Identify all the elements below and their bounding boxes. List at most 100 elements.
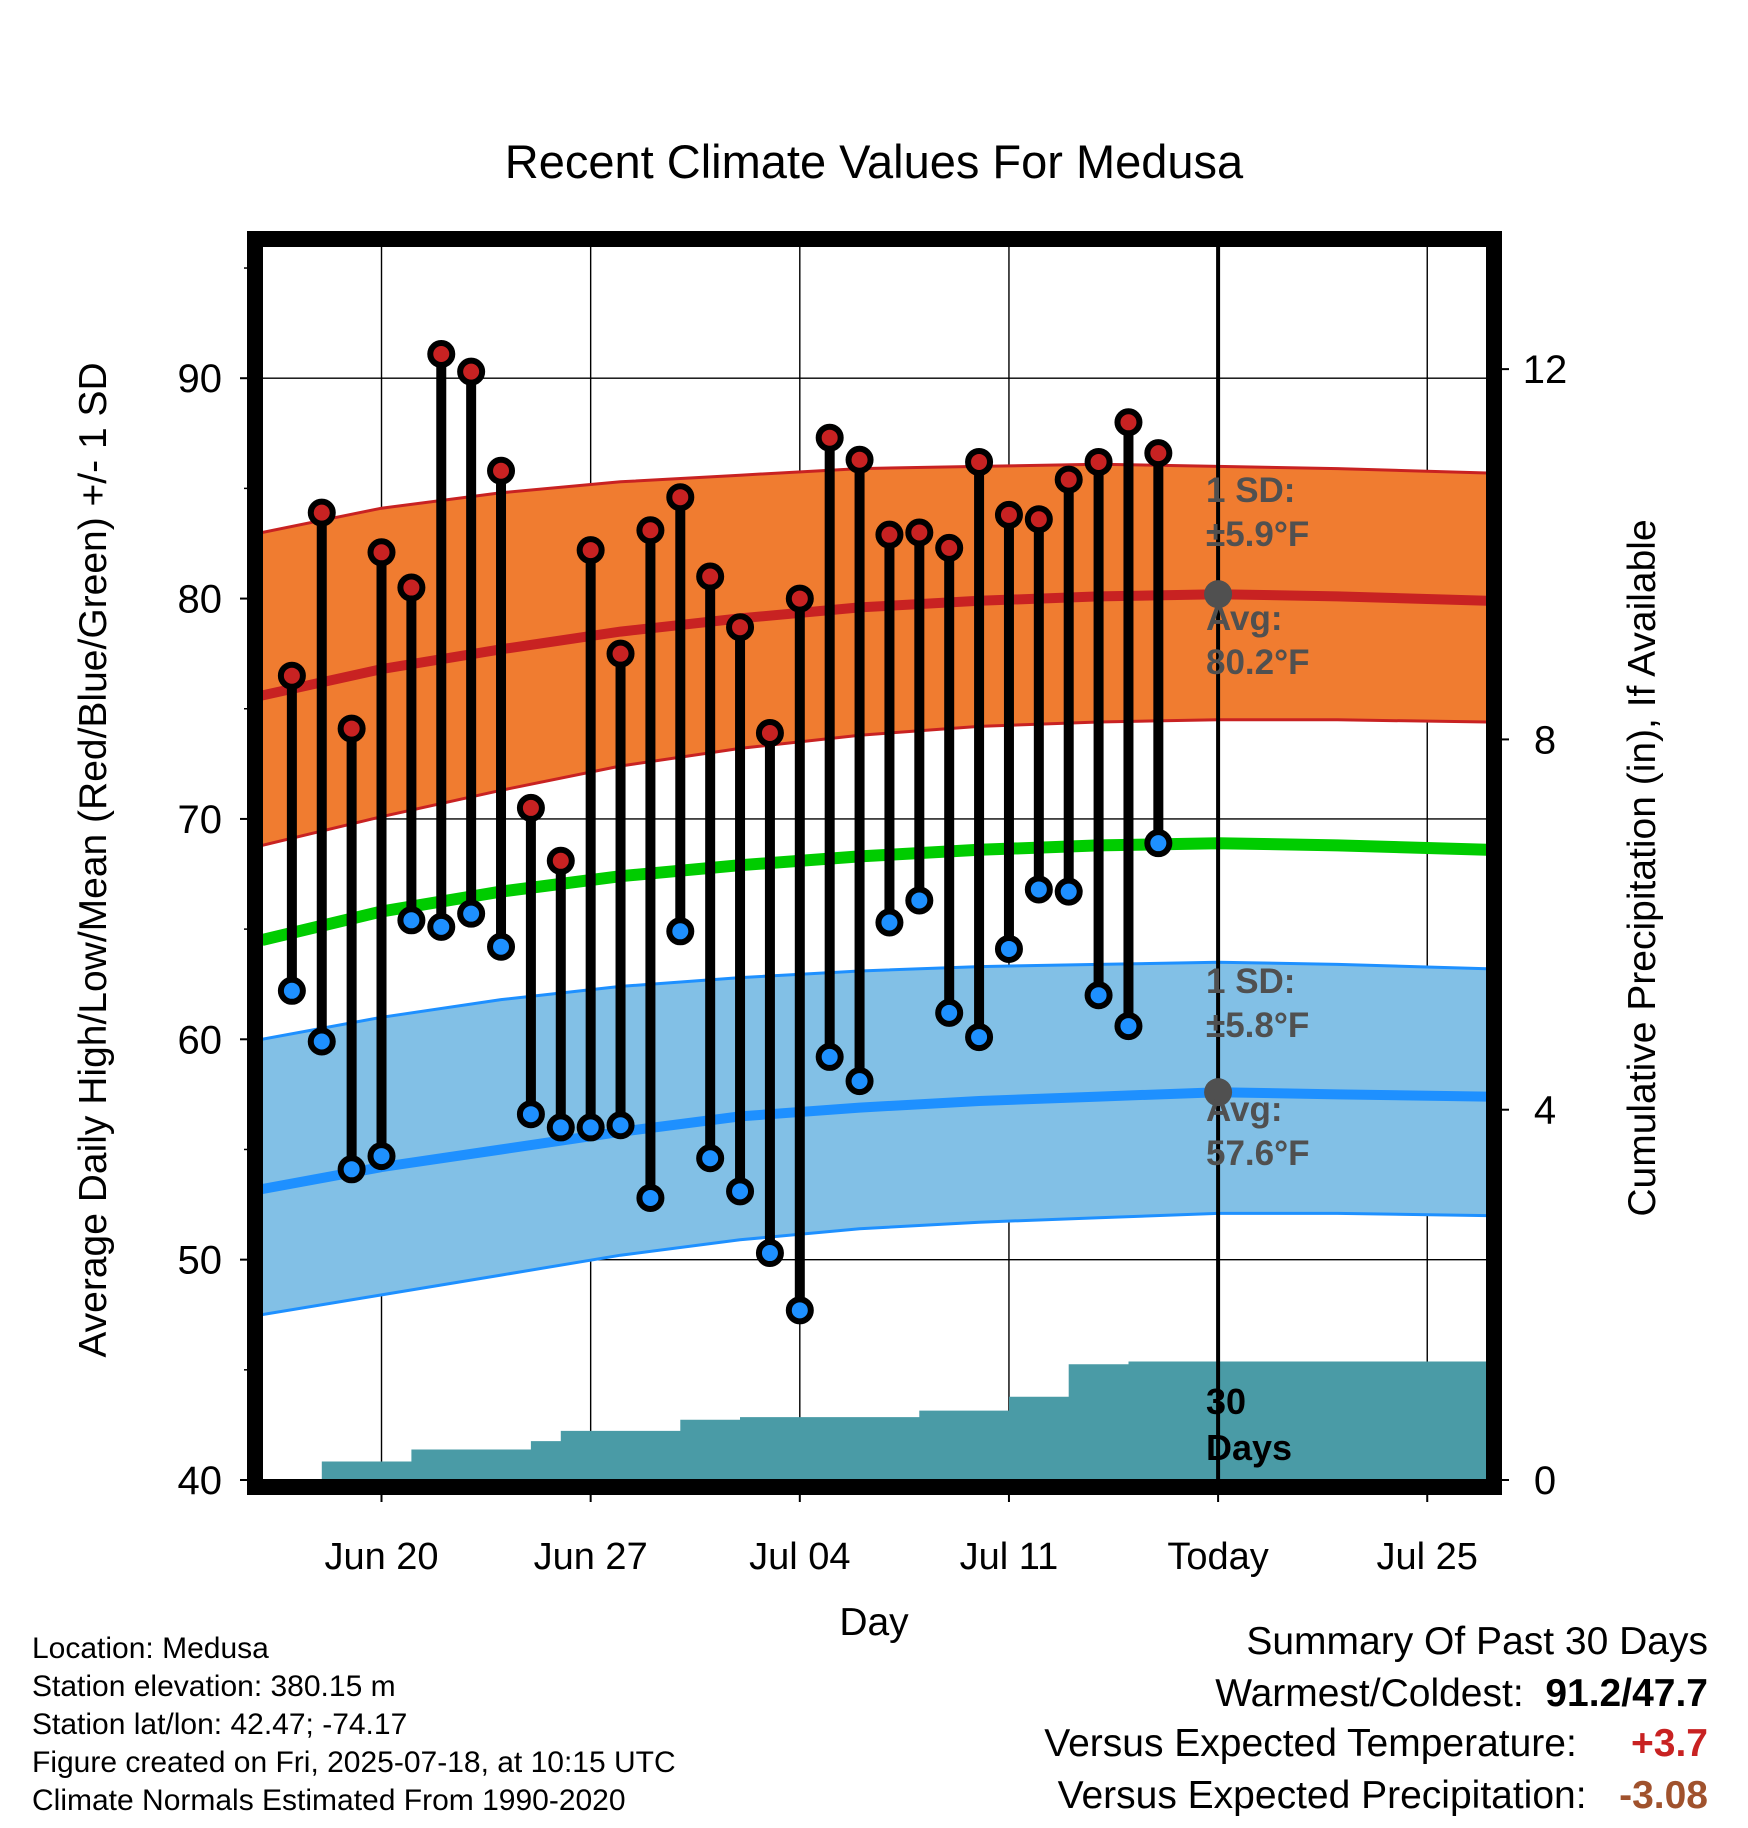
y2-tick-label: 0: [1534, 1459, 1556, 1503]
y-axis-label: Average Daily High/Low/Mean (Red/Blue/Gr…: [72, 362, 115, 1357]
low-point: [935, 998, 964, 1027]
high-point: [994, 500, 1023, 529]
y-tick-label: 70: [178, 798, 223, 842]
days-label-number: 30: [1206, 1381, 1246, 1422]
low-point: [307, 1027, 336, 1056]
low-point: [845, 1067, 874, 1096]
low-point: [367, 1142, 396, 1171]
low-point: [994, 934, 1023, 963]
high-sd-value: ±5.9°F: [1206, 515, 1309, 554]
y2-tick-label: 8: [1534, 718, 1556, 762]
high-point: [696, 562, 725, 591]
low-point: [1084, 981, 1113, 1010]
low-point: [427, 912, 456, 941]
high-point: [397, 573, 426, 602]
created-text: Figure created on Fri, 2025-07-18, at 10…: [32, 1746, 676, 1779]
low-avg-label: Avg:: [1206, 1090, 1282, 1129]
y-tick-label: 80: [178, 578, 223, 622]
latlon-text: Station lat/lon: 42.47; -74.17: [32, 1708, 408, 1741]
low-point: [965, 1023, 994, 1052]
station-info: Location: Medusa Station elevation: 380.…: [32, 1630, 676, 1820]
high-point: [755, 718, 784, 747]
high-point: [905, 518, 934, 547]
x-tick-label: Jun 27: [534, 1536, 648, 1578]
x-tick-label: Today: [1167, 1536, 1268, 1578]
chart-title: Recent Climate Values For Medusa: [505, 135, 1244, 188]
low-point: [546, 1113, 575, 1142]
x-tick-label: Jul 04: [749, 1536, 850, 1578]
low-point: [636, 1183, 665, 1212]
y2-tick-label: 4: [1534, 1089, 1556, 1133]
low-point: [1114, 1012, 1143, 1041]
high-sd-band: [262, 464, 1487, 846]
high-point: [785, 584, 814, 613]
y-tick-label: 60: [178, 1018, 223, 1062]
high-point: [546, 846, 575, 875]
plot-area: [262, 0, 1487, 1480]
low-point: [1054, 877, 1083, 906]
low-point: [1177, 0, 1199, 11]
high-point: [516, 793, 545, 822]
precip-area: [262, 1361, 1487, 1480]
high-point: [1084, 447, 1113, 476]
daily-observations: [277, 0, 1199, 1325]
low-point: [666, 917, 695, 946]
low-point: [606, 1111, 635, 1140]
low-point: [397, 906, 426, 935]
low-point: [1144, 829, 1173, 858]
low-point: [755, 1239, 784, 1268]
high-point: [367, 538, 396, 567]
high-point: [606, 639, 635, 668]
high-avg-marker: [1204, 580, 1233, 609]
low-sd-band: [262, 962, 1487, 1315]
high-avg-value: 80.2°F: [1206, 643, 1310, 682]
y2-tick-label: 12: [1523, 348, 1568, 392]
high-point: [1114, 408, 1143, 437]
low-point: [277, 976, 306, 1005]
normal-low-line: [262, 1087, 1487, 1195]
high-sd-label: 1 SD:: [1206, 471, 1295, 510]
y-tick-label: 50: [178, 1239, 223, 1283]
y-tick-label: 90: [178, 357, 223, 401]
high-point: [307, 498, 336, 527]
days-label-text: Days: [1206, 1427, 1292, 1468]
low-point: [1024, 875, 1053, 904]
high-point: [965, 447, 994, 476]
high-point: [487, 456, 516, 485]
location-text: Location: Medusa: [32, 1632, 269, 1665]
low-sd-label: 1 SD:: [1206, 962, 1295, 1001]
high-point: [1054, 465, 1083, 494]
y-tick-label: 40: [178, 1459, 223, 1503]
high-point: [726, 613, 755, 642]
high-point: [457, 357, 486, 386]
low-point: [457, 899, 486, 928]
elevation-text: Station elevation: 380.15 m: [32, 1670, 396, 1703]
high-point: [277, 661, 306, 690]
low-point: [487, 932, 516, 961]
low-point: [337, 1155, 366, 1184]
low-sd-value: ±5.8°F: [1206, 1006, 1309, 1045]
high-point: [845, 445, 874, 474]
low-point: [726, 1177, 755, 1206]
low-avg-marker: [1204, 1078, 1233, 1107]
high-point: [427, 339, 456, 368]
low-point: [875, 908, 904, 937]
high-point: [636, 516, 665, 545]
x-tick-label: Jun 20: [324, 1536, 438, 1578]
low-point: [576, 1113, 605, 1142]
x-tick-label: Jul 11: [960, 1536, 1059, 1578]
x-axis-label: Day: [839, 1601, 909, 1644]
high-point: [935, 533, 964, 562]
high-point: [337, 714, 366, 743]
normals-text: Climate Normals Estimated From 1990-2020: [32, 1784, 626, 1817]
low-point: [785, 1296, 814, 1325]
low-sd-band-lower-edge: [262, 1211, 1487, 1317]
high-point: [1177, 0, 1199, 11]
low-point: [815, 1042, 844, 1071]
high-point: [1144, 439, 1173, 468]
low-point: [516, 1100, 545, 1129]
high-point: [1024, 505, 1053, 534]
high-point: [666, 483, 695, 512]
low-point: [905, 886, 934, 915]
